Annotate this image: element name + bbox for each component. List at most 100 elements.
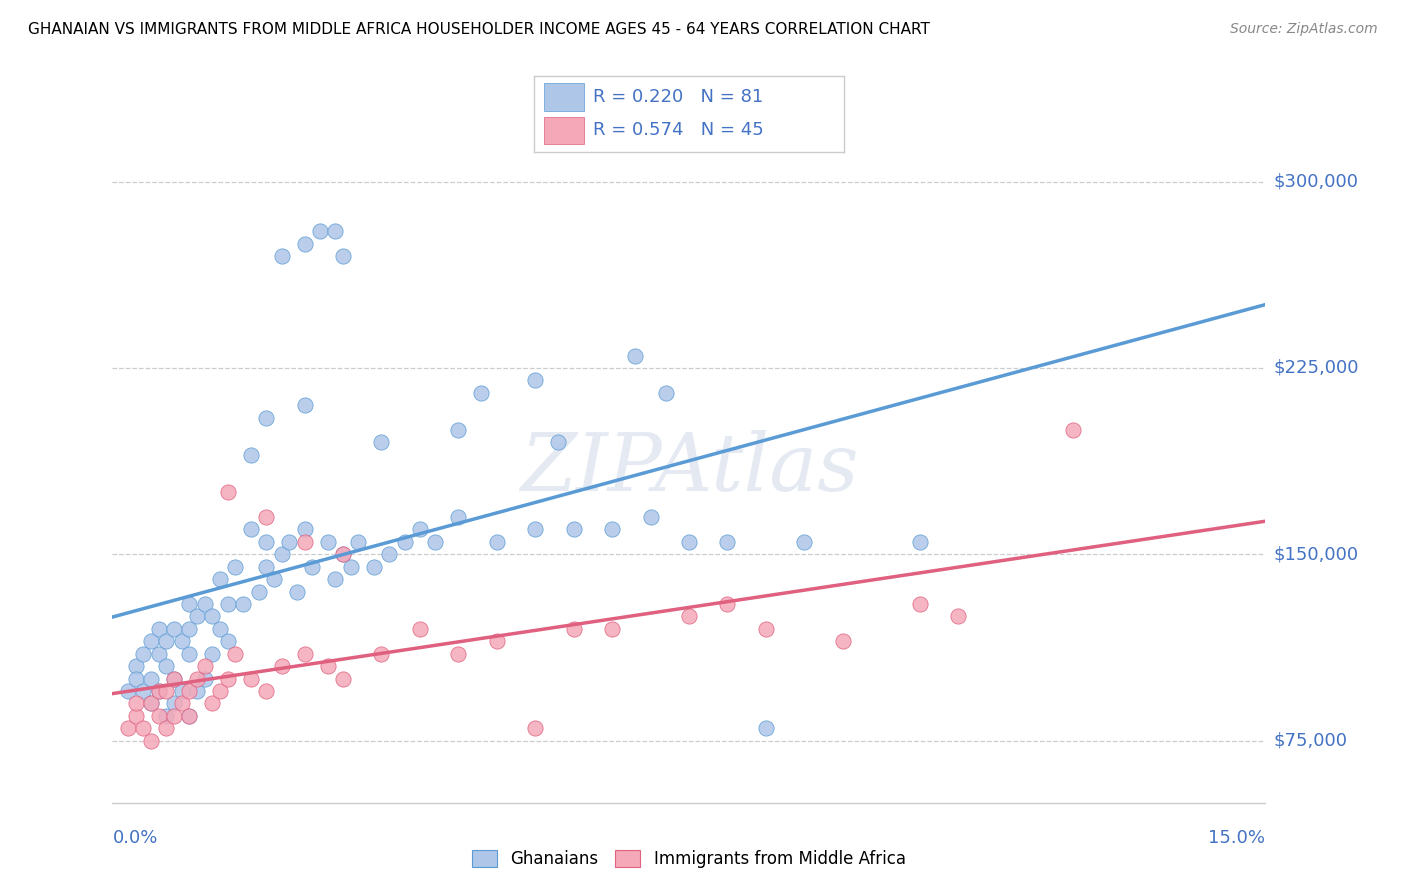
Point bbox=[163, 697, 186, 711]
Point bbox=[655, 385, 678, 400]
Point bbox=[409, 523, 432, 537]
Point bbox=[254, 410, 277, 425]
Point bbox=[239, 448, 262, 462]
Point bbox=[1062, 423, 1084, 437]
Point bbox=[247, 584, 270, 599]
Point bbox=[285, 584, 308, 599]
Point bbox=[270, 249, 292, 263]
Point bbox=[325, 224, 347, 238]
Point bbox=[332, 249, 354, 263]
Point bbox=[124, 708, 146, 723]
Point bbox=[239, 672, 262, 686]
Point bbox=[470, 385, 492, 400]
Point bbox=[394, 534, 416, 549]
Point bbox=[224, 647, 246, 661]
Point bbox=[294, 534, 316, 549]
Point bbox=[170, 697, 193, 711]
Point bbox=[946, 609, 969, 624]
Point bbox=[678, 534, 700, 549]
Point bbox=[524, 721, 547, 735]
Point bbox=[447, 423, 470, 437]
Point bbox=[316, 534, 339, 549]
Point bbox=[132, 721, 155, 735]
Legend: Ghanaians, Immigrants from Middle Africa: Ghanaians, Immigrants from Middle Africa bbox=[465, 843, 912, 875]
Point bbox=[124, 659, 146, 673]
Point bbox=[301, 559, 323, 574]
Point bbox=[217, 597, 239, 611]
Point bbox=[562, 622, 585, 636]
Point bbox=[232, 597, 254, 611]
Point bbox=[562, 523, 585, 537]
Point bbox=[186, 609, 208, 624]
Point bbox=[309, 224, 332, 238]
Text: $225,000: $225,000 bbox=[1274, 359, 1360, 377]
Point bbox=[409, 622, 432, 636]
Point bbox=[201, 647, 224, 661]
Point bbox=[217, 485, 239, 500]
Point bbox=[139, 634, 162, 648]
Point bbox=[640, 510, 662, 524]
Point bbox=[254, 534, 277, 549]
Point bbox=[294, 647, 316, 661]
Point bbox=[294, 398, 316, 412]
Point bbox=[117, 684, 139, 698]
Point bbox=[263, 572, 285, 586]
Point bbox=[170, 634, 193, 648]
Text: 15.0%: 15.0% bbox=[1208, 829, 1265, 847]
Text: ZIPAtlas: ZIPAtlas bbox=[520, 430, 858, 508]
Point bbox=[831, 634, 853, 648]
Point bbox=[332, 547, 354, 561]
Point bbox=[485, 634, 508, 648]
Point bbox=[378, 547, 401, 561]
Point bbox=[179, 684, 201, 698]
Point bbox=[148, 684, 170, 698]
Text: 0.0%: 0.0% bbox=[112, 829, 157, 847]
Point bbox=[600, 523, 623, 537]
Point bbox=[194, 672, 217, 686]
Point bbox=[155, 659, 177, 673]
Text: $75,000: $75,000 bbox=[1274, 731, 1348, 749]
Point bbox=[170, 684, 193, 698]
Point bbox=[148, 708, 170, 723]
Point bbox=[179, 597, 201, 611]
Point bbox=[148, 647, 170, 661]
Point bbox=[217, 672, 239, 686]
Point bbox=[332, 672, 354, 686]
Point bbox=[485, 534, 508, 549]
Point bbox=[163, 672, 186, 686]
Point bbox=[139, 733, 162, 747]
Text: Source: ZipAtlas.com: Source: ZipAtlas.com bbox=[1230, 22, 1378, 37]
Point bbox=[755, 721, 778, 735]
Point bbox=[201, 697, 224, 711]
Point bbox=[179, 622, 201, 636]
Point bbox=[201, 609, 224, 624]
Point bbox=[179, 708, 201, 723]
Point bbox=[209, 684, 232, 698]
Point bbox=[254, 684, 277, 698]
Point bbox=[678, 609, 700, 624]
Point bbox=[254, 559, 277, 574]
Point bbox=[209, 622, 232, 636]
Point bbox=[425, 534, 447, 549]
Text: GHANAIAN VS IMMIGRANTS FROM MIDDLE AFRICA HOUSEHOLDER INCOME AGES 45 - 64 YEARS : GHANAIAN VS IMMIGRANTS FROM MIDDLE AFRIC… bbox=[28, 22, 929, 37]
Point bbox=[278, 534, 301, 549]
Point bbox=[194, 597, 217, 611]
Point bbox=[179, 708, 201, 723]
Text: R = 0.220   N = 81: R = 0.220 N = 81 bbox=[593, 88, 763, 106]
Point bbox=[716, 597, 738, 611]
Point bbox=[908, 597, 931, 611]
Point bbox=[139, 672, 162, 686]
Point bbox=[547, 435, 569, 450]
Point bbox=[294, 236, 316, 251]
Point bbox=[186, 672, 208, 686]
Point bbox=[332, 547, 354, 561]
Point bbox=[155, 634, 177, 648]
Point bbox=[155, 708, 177, 723]
Point bbox=[179, 647, 201, 661]
Point bbox=[600, 622, 623, 636]
Point bbox=[132, 647, 155, 661]
Point bbox=[124, 672, 146, 686]
Point bbox=[294, 523, 316, 537]
Point bbox=[148, 684, 170, 698]
Point bbox=[132, 684, 155, 698]
